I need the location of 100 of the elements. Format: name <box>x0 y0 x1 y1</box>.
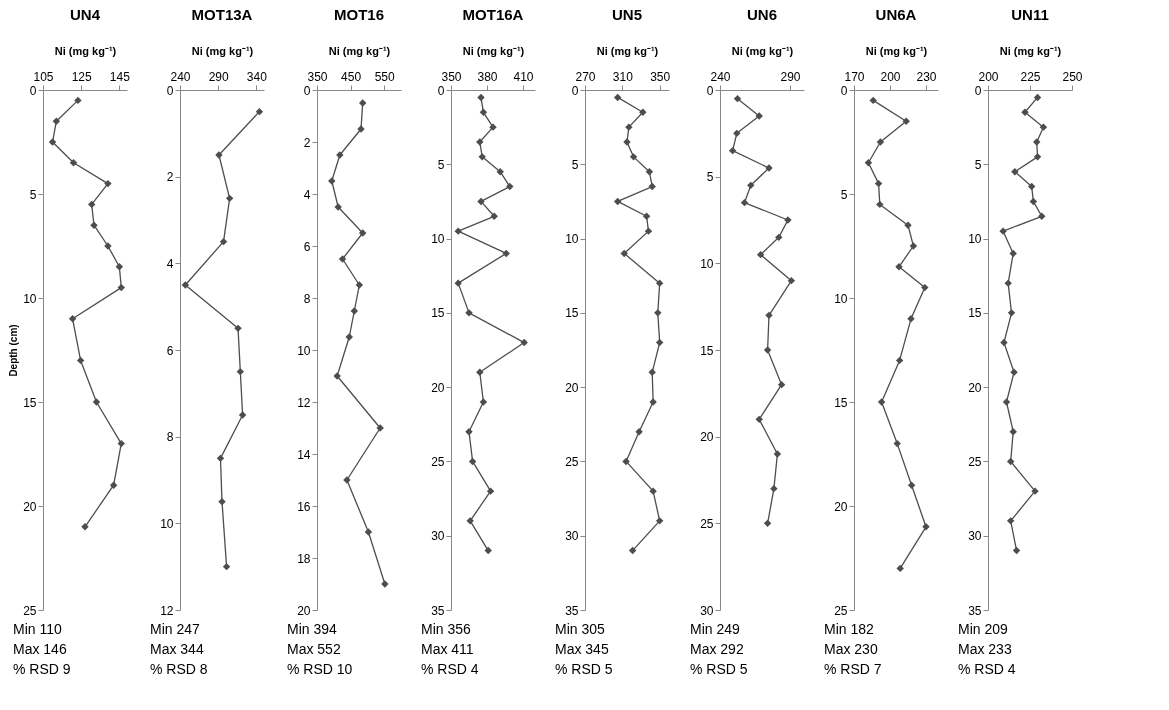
x-axis-title: Ni (mg kg⁻¹) <box>328 44 391 57</box>
point <box>478 153 486 161</box>
x-tick-label: 340 <box>246 69 268 84</box>
point <box>465 428 473 436</box>
point <box>864 159 873 167</box>
x-tick-label: 125 <box>71 69 93 84</box>
point <box>645 168 654 176</box>
point <box>117 283 125 292</box>
x-tick-label: 225 <box>1020 69 1041 84</box>
point <box>358 229 367 237</box>
point <box>48 138 57 146</box>
x-axis-title: Ni (mg kg⁻¹) <box>999 44 1062 57</box>
point <box>92 398 101 406</box>
y-tick-label: 10 <box>834 291 848 306</box>
point <box>1006 517 1015 525</box>
point <box>486 487 495 495</box>
y-tick-label: 6 <box>166 343 174 358</box>
y-tick-label: 2 <box>303 135 311 150</box>
text: % RSD 7 <box>824 661 882 677</box>
point <box>1007 309 1016 317</box>
point <box>777 380 786 389</box>
y-tick-label: 10 <box>431 232 445 247</box>
point <box>874 179 883 188</box>
point <box>506 182 514 191</box>
point <box>234 324 242 333</box>
text: Max 552 <box>287 641 341 657</box>
text: Max 233 <box>958 641 1012 657</box>
point <box>869 96 877 105</box>
y-tick-label: 20 <box>700 430 714 445</box>
point <box>763 519 772 528</box>
point <box>466 517 474 525</box>
x-axis-title: Ni (mg kg⁻¹) <box>191 44 254 57</box>
y-tick-label: 10 <box>160 516 174 531</box>
y-tick-label: 10 <box>297 343 311 358</box>
point <box>1027 182 1036 191</box>
point <box>52 117 61 125</box>
point <box>1033 153 1042 161</box>
text: Max 345 <box>555 641 609 657</box>
y-tick-label: 0 <box>437 83 445 98</box>
chart-title: MOT13A <box>191 6 253 23</box>
point <box>490 212 498 220</box>
point <box>896 564 904 573</box>
point <box>1038 212 1046 220</box>
point <box>1011 168 1019 176</box>
point <box>648 182 656 191</box>
y-tick-label: 0 <box>974 83 982 98</box>
text: Max 344 <box>150 641 204 657</box>
point <box>755 415 763 424</box>
y-tick-label: 20 <box>834 499 848 514</box>
y-tick-label: 30 <box>700 603 714 618</box>
point <box>648 368 656 376</box>
point <box>628 546 637 555</box>
text: % RSD 8 <box>150 661 208 677</box>
point <box>1012 546 1021 555</box>
point <box>733 94 742 103</box>
x-tick-label: 240 <box>710 69 731 84</box>
point <box>1006 457 1015 466</box>
point <box>613 197 622 206</box>
y-tick-label: 0 <box>29 83 37 98</box>
y-tick-label: 12 <box>160 603 174 618</box>
point <box>876 138 885 146</box>
chart-title: UN5 <box>611 6 643 23</box>
text: Min 209 <box>958 621 1009 637</box>
point <box>219 237 228 246</box>
y-tick-label: 25 <box>23 603 37 618</box>
point <box>68 315 77 323</box>
point <box>655 338 664 347</box>
text: Max 292 <box>690 641 744 657</box>
y-tick-label: 12 <box>297 395 311 410</box>
point <box>655 517 664 525</box>
point <box>639 108 647 116</box>
point <box>218 497 226 506</box>
y-tick-label: 14 <box>297 447 311 462</box>
point <box>740 198 749 207</box>
x-tick-label: 145 <box>109 69 131 84</box>
y-tick-label: 5 <box>840 187 848 202</box>
y-tick-label: 20 <box>968 380 982 395</box>
x-tick-label: 380 <box>477 69 498 84</box>
point <box>895 356 904 365</box>
point <box>1002 398 1011 406</box>
x-tick-label: 450 <box>341 69 362 84</box>
y-tick-label: 30 <box>968 529 982 544</box>
text: Max 146 <box>13 641 67 657</box>
y-tick-label: 10 <box>968 232 982 247</box>
point <box>104 179 112 188</box>
point <box>520 338 528 347</box>
x-tick-label: 350 <box>650 69 671 84</box>
chart-title: MOT16 <box>333 6 385 23</box>
point <box>902 117 910 125</box>
point <box>642 212 651 220</box>
point <box>635 428 643 436</box>
text: Max 230 <box>824 641 878 657</box>
text: % RSD 10 <box>287 661 353 677</box>
point <box>629 153 638 161</box>
point <box>728 146 737 155</box>
point <box>876 200 884 209</box>
point <box>502 249 510 258</box>
point <box>255 107 264 116</box>
y-tick-label: 20 <box>297 603 311 618</box>
point <box>655 279 664 287</box>
